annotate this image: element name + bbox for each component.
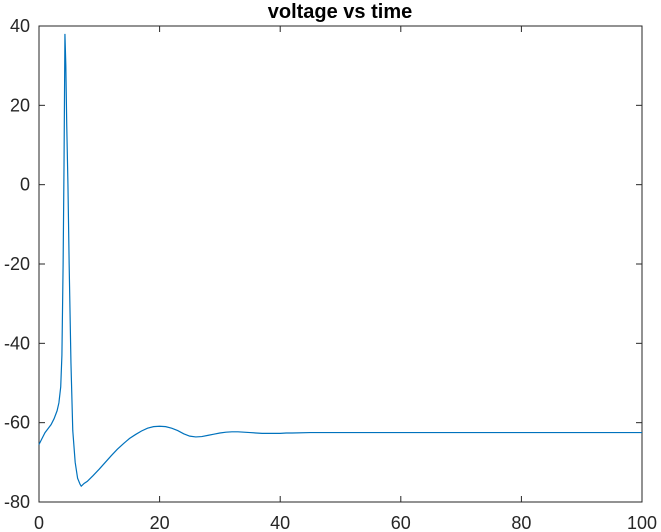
x-tick-label: 20 (150, 513, 170, 532)
y-tick-label: 40 (10, 16, 30, 36)
y-tick-label: 0 (20, 175, 30, 195)
x-tick-label: 80 (511, 513, 531, 532)
y-tick-label: -80 (4, 492, 30, 512)
chart-title: voltage vs time (268, 1, 413, 23)
x-tick-label: 0 (34, 513, 44, 532)
y-tick-label: -40 (4, 333, 30, 353)
x-tick-label: 100 (627, 513, 657, 532)
plot-area-frame (38, 25, 643, 503)
x-tick-label: 60 (391, 513, 411, 532)
y-tick-label: -60 (4, 413, 30, 433)
y-axis: -80 -60 -40 -20 0 20 40 (4, 16, 642, 512)
series-line (38, 33, 642, 488)
y-tick-label: 20 (10, 95, 30, 115)
x-tick-label: 40 (270, 513, 290, 532)
y-tick-label: -20 (4, 254, 30, 274)
x-axis: 0 20 40 60 80 100 (34, 26, 657, 532)
